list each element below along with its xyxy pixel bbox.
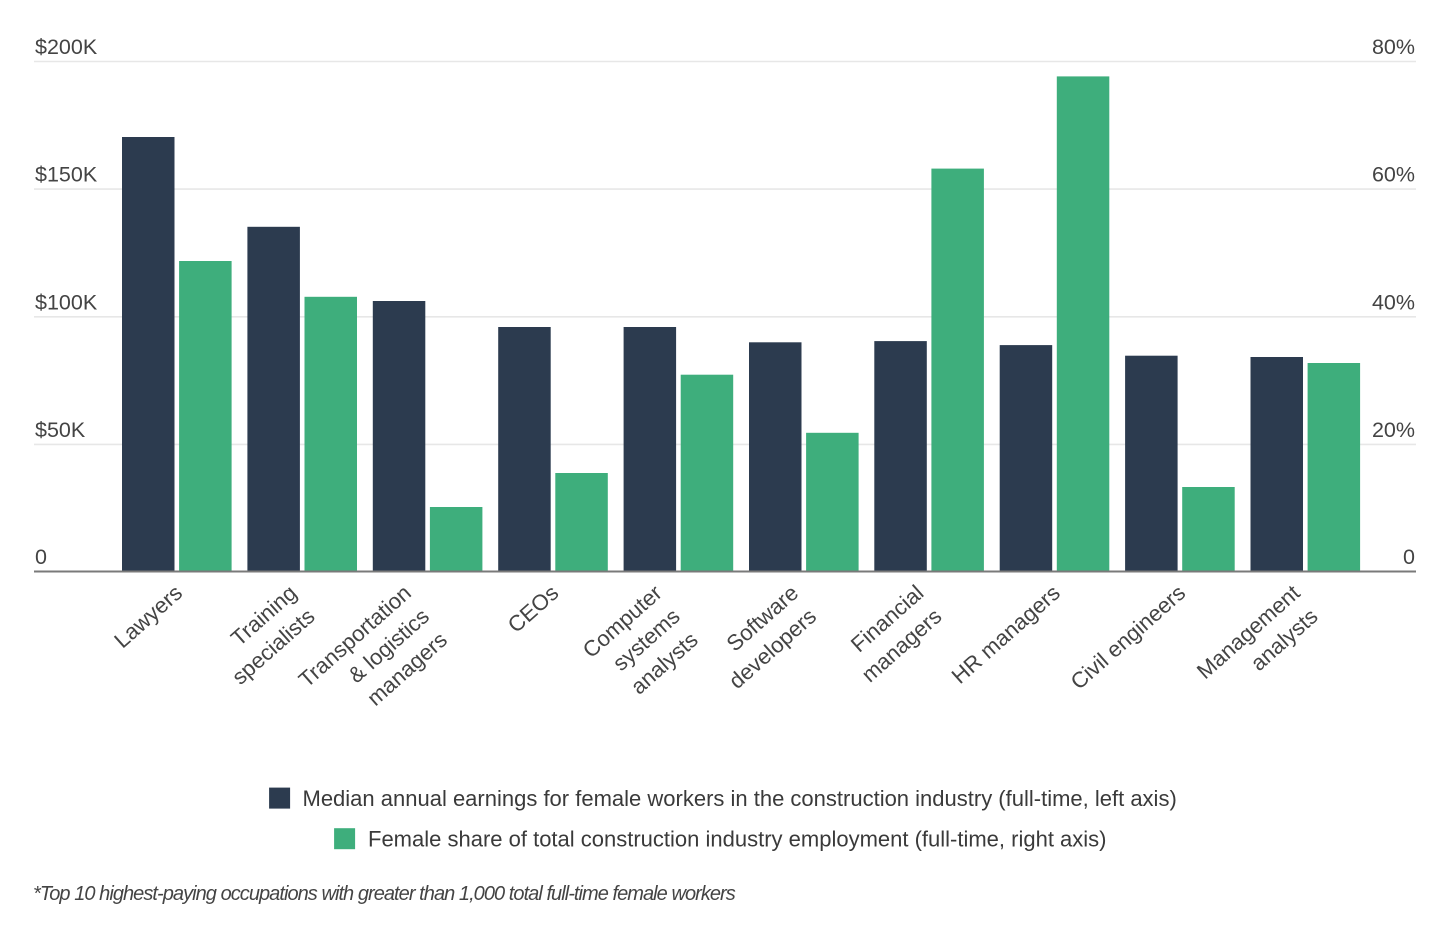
svg-text:$150K: $150K bbox=[35, 163, 98, 187]
svg-text:60%: 60% bbox=[1372, 163, 1415, 187]
svg-text:20%: 20% bbox=[1372, 418, 1415, 442]
svg-text:*Top 10 highest-paying occupat: *Top 10 highest-paying occupations with … bbox=[33, 883, 736, 905]
svg-text:Female share of total construc: Female share of total construction indus… bbox=[368, 827, 1107, 852]
svg-text:0: 0 bbox=[1403, 545, 1415, 569]
svg-text:0: 0 bbox=[35, 545, 47, 569]
svg-text:80%: 80% bbox=[1372, 35, 1415, 59]
svg-text:40%: 40% bbox=[1372, 290, 1415, 314]
svg-text:$100K: $100K bbox=[35, 290, 98, 314]
svg-text:Median annual earnings for fem: Median annual earnings for female worker… bbox=[303, 786, 1177, 811]
svg-text:$50K: $50K bbox=[35, 418, 86, 442]
svg-text:$200K: $200K bbox=[35, 35, 98, 59]
